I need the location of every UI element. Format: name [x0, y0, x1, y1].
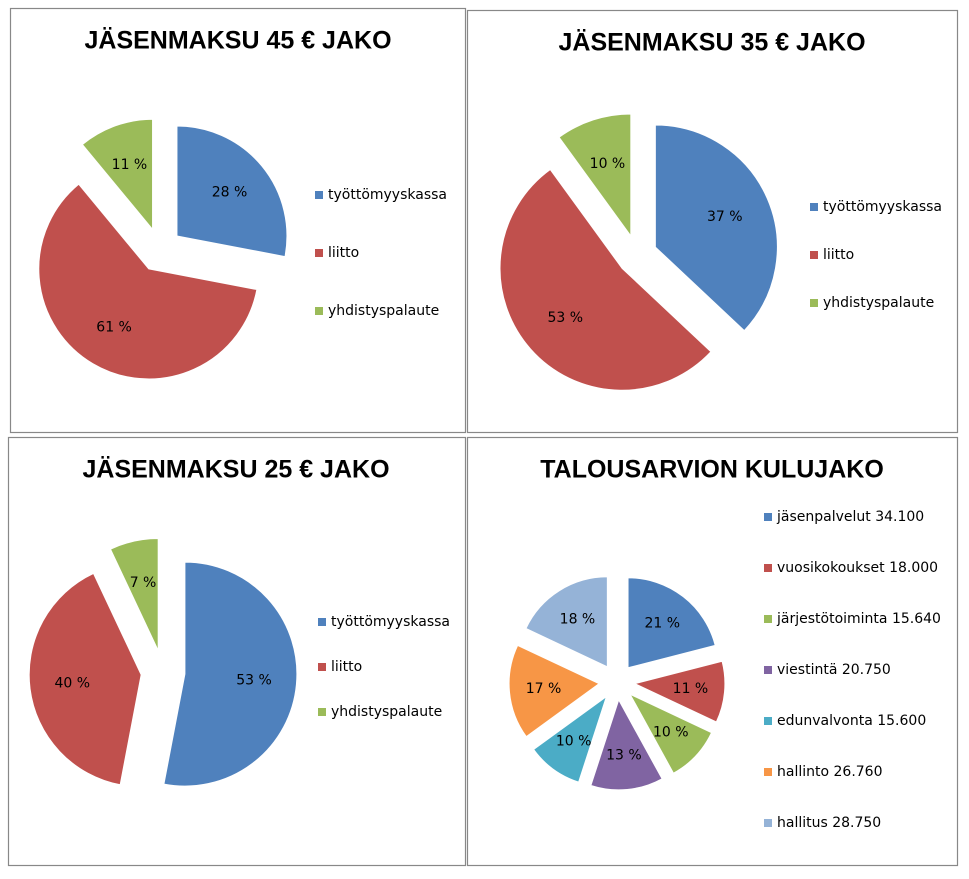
legend-label: edunvalvonta 15.600	[777, 713, 926, 729]
pie-slice	[163, 561, 298, 787]
data-label: 10 %	[590, 156, 626, 172]
chart-title: TALOUSARVION KULUJAKO	[540, 456, 884, 484]
legend-swatch	[810, 251, 818, 259]
legend-swatch	[764, 615, 772, 623]
data-label: 13 %	[606, 747, 642, 763]
legend-label: vuosikokoukset 18.000	[777, 560, 938, 576]
legend-label: yhdistyspalaute	[328, 303, 439, 319]
data-label: 28 %	[212, 185, 248, 201]
legend-label: yhdistyspalaute	[331, 704, 442, 720]
chart-title: JÄSENMAKSU 35 € JAKO	[558, 29, 865, 57]
pie-slice	[558, 113, 632, 238]
legend-swatch	[318, 618, 326, 626]
legend-label: jäsenpalvelut 34.100	[776, 509, 924, 525]
legend-swatch	[810, 299, 818, 307]
pie-slice	[532, 695, 608, 783]
data-label: 18 %	[560, 612, 596, 628]
legend-swatch	[315, 191, 323, 199]
legend-label: järjestötoiminta 15.640	[776, 611, 941, 627]
data-label: 53 %	[547, 310, 583, 326]
data-label: 11 %	[112, 157, 148, 173]
legend-swatch	[764, 768, 772, 776]
pie-slice	[525, 576, 608, 668]
data-label: 53 %	[236, 673, 272, 689]
pie-slice	[633, 660, 726, 723]
legend-swatch	[764, 717, 772, 725]
pie-slice	[109, 538, 159, 651]
pie-slice	[654, 124, 778, 332]
legend-swatch	[764, 564, 772, 572]
data-label: 40 %	[54, 675, 90, 691]
legend-label: hallinto 26.760	[777, 764, 883, 780]
legend-label: työttömyyskassa	[328, 187, 447, 203]
legend-label: liitto	[823, 247, 854, 263]
pie-slice	[499, 168, 712, 391]
legend-label: liitto	[331, 659, 362, 675]
legend-swatch	[315, 307, 323, 315]
data-label: 11 %	[673, 681, 709, 697]
data-label: 10 %	[653, 725, 689, 741]
pie-slice	[628, 693, 713, 774]
data-label: 10 %	[556, 734, 592, 750]
chart-title: JÄSENMAKSU 45 € JAKO	[84, 27, 391, 55]
chart-title: JÄSENMAKSU 25 € JAKO	[82, 456, 389, 484]
pie-slice	[590, 698, 663, 791]
legend-label: hallitus 28.750	[777, 815, 881, 831]
legend-swatch	[810, 203, 818, 211]
data-label: 61 %	[96, 320, 132, 336]
data-label: 17 %	[526, 681, 562, 697]
legend-label: työttömyyskassa	[331, 614, 450, 630]
legend-swatch	[764, 666, 772, 674]
legend-swatch	[764, 513, 772, 521]
chart-panel: TALOUSARVION KULUJAKO 21 % 11 % 10 % 13 % 10 …	[466, 436, 959, 867]
pie-slice	[38, 183, 258, 380]
pie-slice	[627, 577, 716, 669]
chart-panel: JÄSENMAKSU 25 € JAKO 53 % 40 % 7 % työttömyy…	[7, 436, 467, 867]
data-label: 37 %	[707, 209, 743, 225]
panel-border	[466, 436, 959, 867]
legend-swatch	[315, 249, 323, 257]
pie-slice	[176, 125, 288, 258]
chart-panel: JÄSENMAKSU 35 € JAKO 37 % 53 % 10 % työttömy…	[466, 9, 959, 434]
pie-slice	[28, 572, 142, 786]
data-label: 21 %	[644, 616, 680, 632]
legend-swatch	[318, 708, 326, 716]
legend-label: liitto	[328, 245, 359, 261]
legend-swatch	[318, 663, 326, 671]
legend-label: viestintä 20.750	[777, 662, 891, 678]
pie-slice	[508, 644, 601, 738]
chart-panel: JÄSENMAKSU 45 € JAKO 28 % 61 % 11 % työttömy…	[9, 7, 467, 434]
legend-label: yhdistyspalaute	[823, 295, 934, 311]
legend-label: työttömyyskassa	[823, 199, 942, 215]
legend-swatch	[764, 819, 772, 827]
data-label: 7 %	[130, 575, 157, 591]
pie-slice	[81, 118, 154, 231]
